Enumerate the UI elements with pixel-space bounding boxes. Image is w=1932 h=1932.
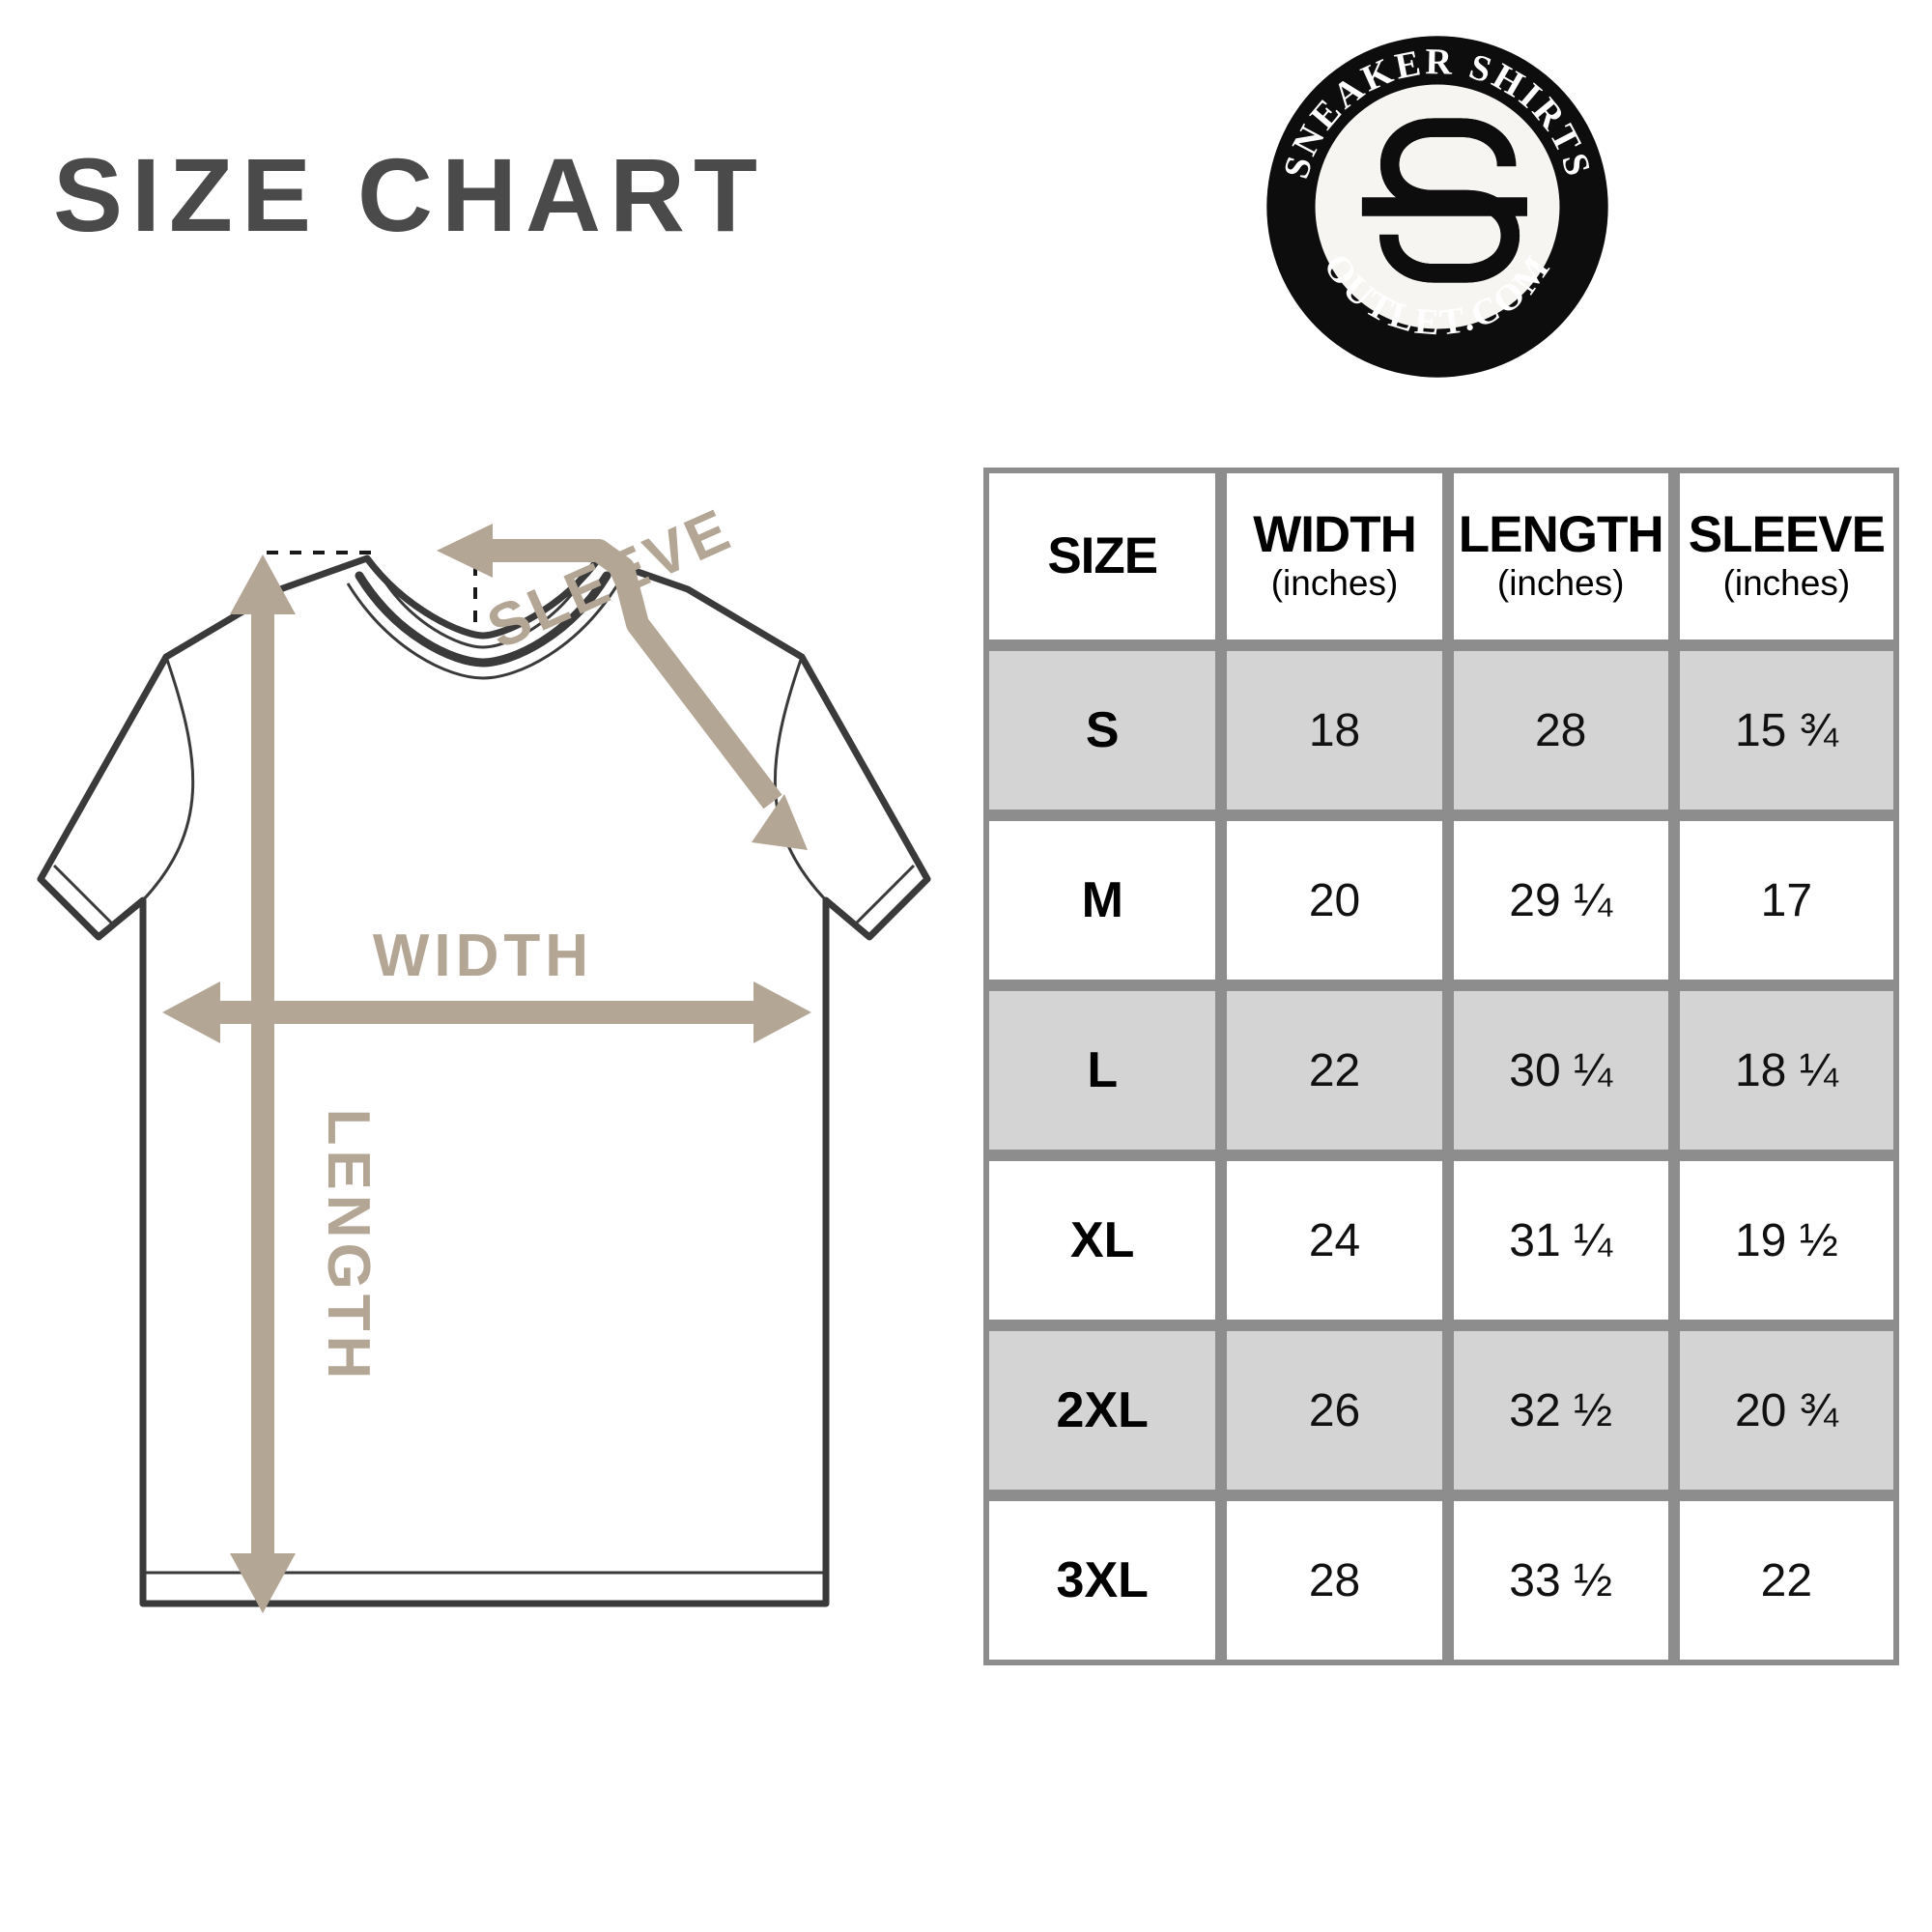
sleeve-measurement-arrow (437, 524, 808, 850)
table-row: S 18 28 15 ¾ (983, 645, 1899, 815)
length-measurement-arrow (230, 554, 296, 1613)
size-chart-table-container: SIZE WIDTH (inches) LENGTH (inches) SLEE… (983, 468, 1899, 1665)
cell-width: 20 (1221, 815, 1448, 985)
cell-sleeve: 18 ¼ (1673, 985, 1899, 1155)
cell-size: S (983, 645, 1222, 815)
logo-monogram-ss-icon (1361, 118, 1527, 283)
table-header-row: SIZE WIDTH (inches) LENGTH (inches) SLEE… (983, 468, 1899, 645)
width-measurement-arrow (162, 981, 811, 1043)
cell-sleeve: 22 (1673, 1495, 1899, 1665)
column-header-length-sub: (inches) (1496, 562, 1625, 603)
column-header-size: SIZE (983, 468, 1222, 645)
cell-size: M (983, 815, 1222, 985)
column-header-sleeve: SLEEVE (inches) (1673, 468, 1899, 645)
cell-length: 33 ½ (1447, 1495, 1674, 1665)
brand-logo: SNEAKER SHIRTS OUTLET.COM (1258, 27, 1617, 386)
cell-size: XL (983, 1155, 1222, 1325)
cell-size: L (983, 985, 1222, 1155)
width-label: WIDTH (373, 923, 593, 989)
size-chart-table: SIZE WIDTH (inches) LENGTH (inches) SLEE… (983, 468, 1899, 1665)
cell-width: 26 (1221, 1325, 1448, 1495)
tshirt-measurement-diagram: SLEEVE WIDTH LENGTH (0, 483, 966, 1681)
sneaker-shirts-outlet-logo-icon: SNEAKER SHIRTS OUTLET.COM (1261, 30, 1614, 384)
table-row: XL 24 31 ¼ 19 ½ (983, 1155, 1899, 1325)
cell-sleeve: 17 (1673, 815, 1899, 985)
page-title: SIZE CHART (53, 136, 766, 253)
cell-length: 29 ¼ (1447, 815, 1674, 985)
column-header-sleeve-sub: (inches) (1722, 562, 1851, 603)
column-header-width-sub: (inches) (1270, 562, 1399, 603)
cell-width: 28 (1221, 1495, 1448, 1665)
column-header-size-main: SIZE (1047, 526, 1158, 584)
table-row: M 20 29 ¼ 17 (983, 815, 1899, 985)
cell-width: 22 (1221, 985, 1448, 1155)
cell-sleeve: 19 ½ (1673, 1155, 1899, 1325)
cell-sleeve: 20 ¾ (1673, 1325, 1899, 1495)
table-row: 2XL 26 32 ½ 20 ¾ (983, 1325, 1899, 1495)
column-header-length: LENGTH (inches) (1447, 468, 1674, 645)
cell-length: 30 ¼ (1447, 985, 1674, 1155)
table-row: 3XL 28 33 ½ 22 (983, 1495, 1899, 1665)
tshirt-outline (37, 554, 931, 1607)
cell-length: 31 ¼ (1447, 1155, 1674, 1325)
column-header-sleeve-main: SLEEVE (1688, 505, 1886, 563)
cell-size: 3XL (983, 1495, 1222, 1665)
length-label: LENGTH (315, 1109, 382, 1384)
cell-length: 32 ½ (1447, 1325, 1674, 1495)
cell-width: 24 (1221, 1155, 1448, 1325)
cell-width: 18 (1221, 645, 1448, 815)
cell-length: 28 (1447, 645, 1674, 815)
measurement-guide-lines (267, 541, 477, 630)
column-header-width-main: WIDTH (1253, 505, 1417, 563)
table-row: L 22 30 ¼ 18 ¼ (983, 985, 1899, 1155)
cell-size: 2XL (983, 1325, 1222, 1495)
cell-sleeve: 15 ¾ (1673, 645, 1899, 815)
column-header-width: WIDTH (inches) (1221, 468, 1448, 645)
column-header-length-main: LENGTH (1458, 505, 1664, 563)
